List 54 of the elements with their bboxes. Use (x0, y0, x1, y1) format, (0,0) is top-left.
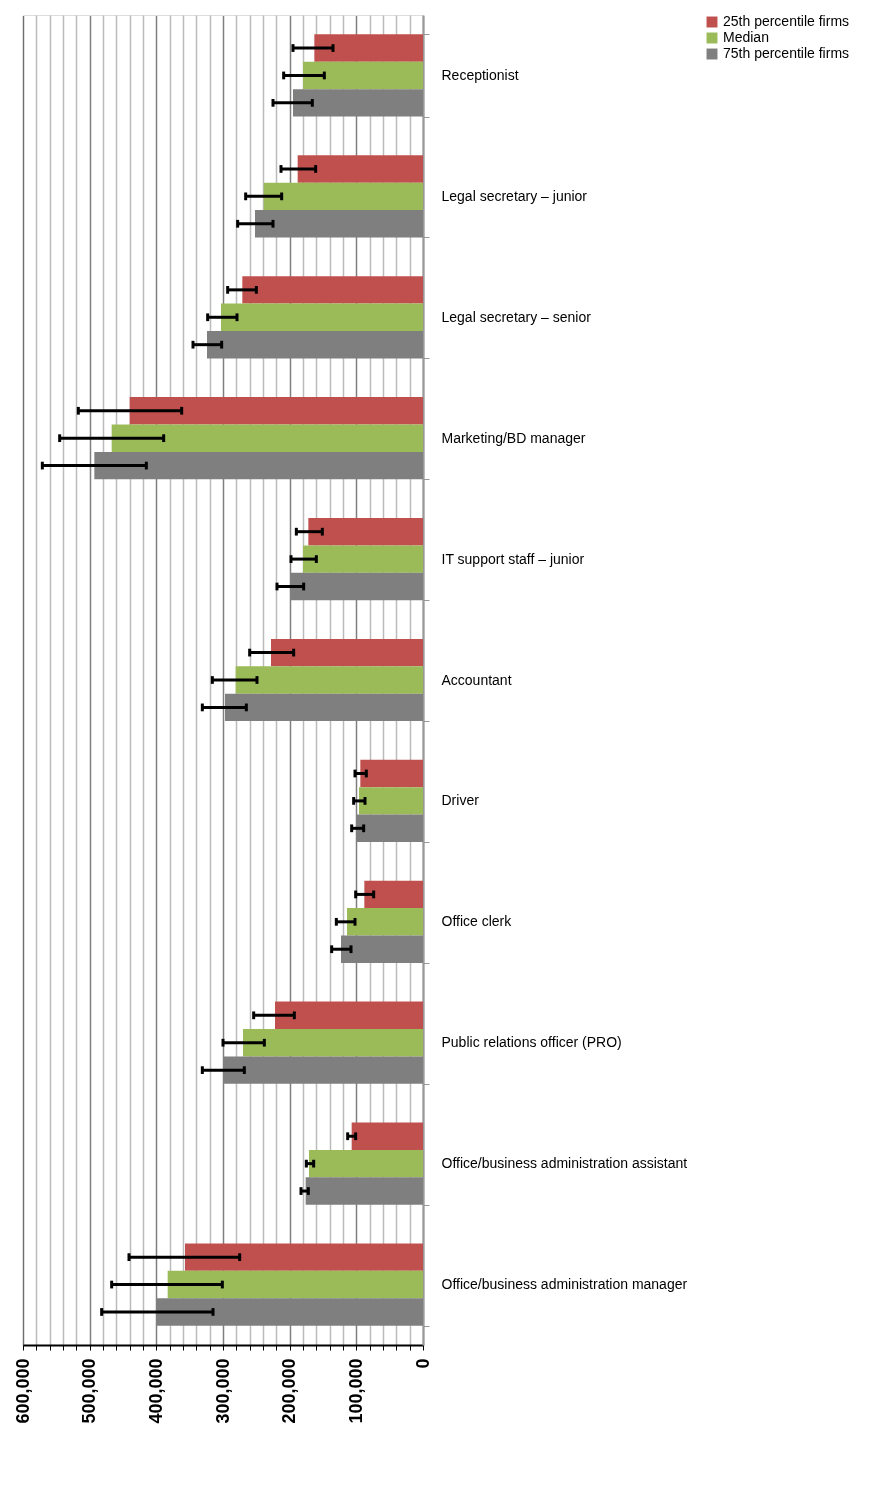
y-tick-label: Marketing/BD manager (441, 429, 586, 446)
y-tick-label: Driver (441, 792, 480, 809)
y-tick-label: Accountant (441, 671, 512, 688)
bar (308, 517, 423, 546)
y-tick-label: Legal secretary – senior (441, 308, 592, 325)
bar (167, 1270, 423, 1299)
y-tick-label: IT support staff – junior (441, 550, 585, 567)
bar (357, 814, 423, 843)
bar (314, 34, 423, 62)
bar (223, 1056, 423, 1084)
y-tick-label: Legal secretary – junior (441, 187, 588, 204)
x-tick-label: 400,000 (145, 1358, 166, 1424)
y-tick-label: Receptionist (441, 66, 519, 83)
x-tick-label: 0 (412, 1358, 433, 1369)
bar (291, 572, 423, 601)
bar (225, 693, 423, 722)
bar (111, 424, 423, 452)
bar (207, 330, 423, 359)
bar (129, 397, 423, 425)
bar (303, 545, 423, 573)
bar (185, 1243, 423, 1271)
bar (157, 1298, 423, 1326)
legend-label: 75th percentile firms (723, 45, 850, 61)
bar (341, 935, 423, 963)
bar (255, 210, 423, 238)
bar (364, 880, 423, 909)
x-tick-label: 200,000 (279, 1358, 300, 1424)
bar (293, 89, 423, 117)
bar (221, 303, 423, 331)
legend-label: Median (723, 29, 769, 45)
bar (351, 1122, 423, 1150)
legend-label: 25th percentile firms (723, 13, 850, 29)
y-tick-label: Office clerk (441, 913, 513, 930)
bar (94, 451, 423, 480)
bar (243, 1029, 423, 1057)
bar (275, 1001, 423, 1030)
bar (242, 276, 423, 304)
bar (297, 155, 423, 183)
x-tick-label: 100,000 (345, 1358, 366, 1424)
bar (263, 182, 423, 211)
x-tick-label: 500,000 (79, 1358, 100, 1424)
y-tick-label: Public relations officer (PRO) (441, 1034, 622, 1051)
y-tick-label: Office/business administration manager (441, 1276, 688, 1293)
bar (347, 908, 423, 936)
bar (309, 1149, 423, 1178)
y-tick-label: Office/business administration assistant (441, 1155, 688, 1172)
bar (359, 787, 423, 815)
bar (360, 759, 423, 788)
bar (303, 61, 423, 90)
text: 600,000 (12, 1358, 33, 1424)
bar (305, 1177, 423, 1205)
bar (235, 666, 423, 694)
bar (271, 638, 423, 667)
x-tick-label: 300,000 (212, 1358, 233, 1424)
